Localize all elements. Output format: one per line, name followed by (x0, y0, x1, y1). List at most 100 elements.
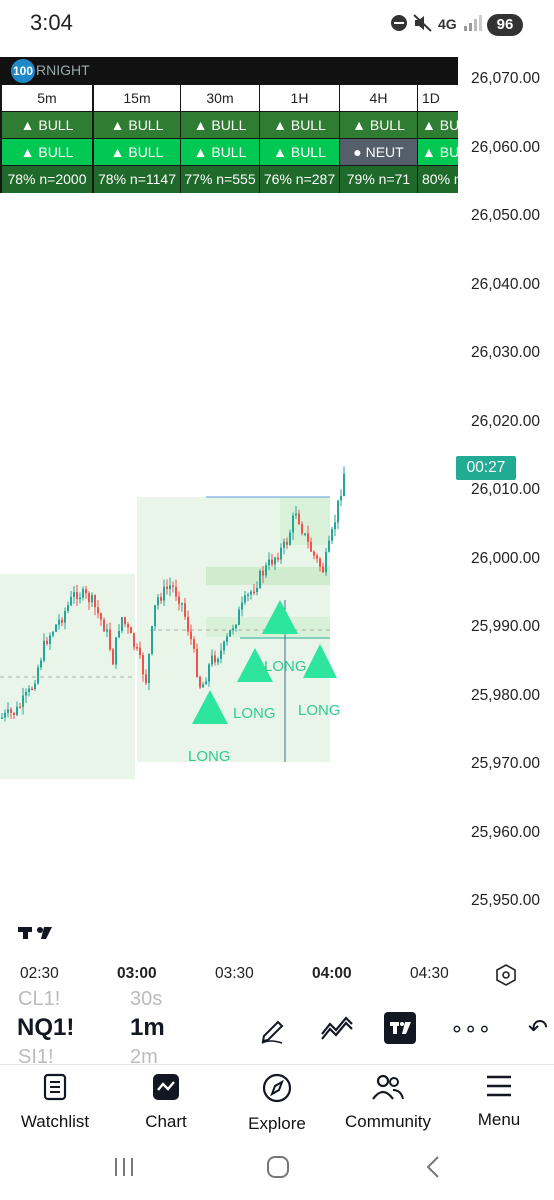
table-cell-row3-5m: 78% n=2000 (2, 166, 92, 193)
candle-body (70, 596, 72, 606)
table-cell-timeframes-15m: 15m (94, 85, 180, 111)
candle-body (238, 609, 240, 625)
indicators-icon[interactable] (320, 1014, 354, 1047)
long-label-4: LONG (298, 702, 341, 719)
candle-body (199, 676, 201, 688)
candle-body (301, 524, 303, 534)
candle-body (7, 709, 9, 713)
candle-body (4, 712, 6, 718)
undo-icon[interactable]: ↶ (528, 1015, 549, 1042)
candle-body (118, 630, 120, 638)
candle-body (43, 640, 45, 661)
candle-body (52, 631, 54, 636)
symbol-current: NQ1! (17, 1014, 75, 1041)
candle-body (100, 613, 102, 620)
price-label: 25,950.00 (471, 892, 540, 909)
candle-body (283, 541, 285, 548)
chart-toolbar: CL1! NQ1! SI1! 30s 1m 2m ∘∘∘ ↶ (0, 988, 554, 1068)
price-label: 25,960.00 (471, 823, 540, 841)
candle-body (208, 664, 210, 682)
battery-level: 96 (487, 14, 523, 36)
badge-count: 100 (11, 59, 35, 83)
candle-body (205, 681, 207, 685)
tradingview-button-icon[interactable] (384, 1012, 416, 1044)
chart-canvas[interactable]: LONG LONG LONG LONG (0, 52, 458, 932)
candle-body (67, 605, 69, 612)
table-cell-row2-1D: ▲ BULL (418, 139, 458, 165)
recents-icon[interactable] (112, 1156, 136, 1183)
candle-body (112, 649, 114, 665)
candle-body (148, 654, 150, 684)
supply-zone (280, 497, 330, 545)
candle-body (184, 603, 186, 617)
candle-body (193, 639, 195, 649)
candle-body (124, 617, 126, 625)
candle-body (190, 631, 192, 640)
candle-body (28, 688, 30, 693)
candle-body (268, 559, 270, 566)
table-cell-timeframes-1H: 1H (260, 85, 339, 111)
time-axis[interactable]: 02:30 03:00 03:30 04:00 04:30 (0, 957, 554, 993)
candle-body (292, 515, 294, 533)
candle-body (136, 647, 138, 649)
candle-body (337, 500, 339, 523)
candle-body (172, 585, 174, 587)
compass-icon (262, 1073, 292, 1103)
candle-body (22, 695, 24, 707)
candle-body (49, 635, 51, 644)
system-nav-bar (0, 1140, 554, 1200)
price-label: 26,020.00 (471, 412, 540, 430)
candle-body (298, 513, 300, 525)
candle-body (271, 559, 273, 565)
table-cell-row3-30m: 77% n=555 (181, 166, 259, 193)
candles (1, 466, 345, 722)
nav-explore[interactable]: Explore (222, 1073, 332, 1134)
long-label-3: LONG (264, 658, 307, 675)
signal-icon (462, 14, 484, 36)
candle-body (34, 683, 36, 690)
candle-body (340, 496, 342, 501)
candle-body (334, 522, 336, 530)
home-icon[interactable] (265, 1155, 291, 1184)
candle-body (40, 660, 42, 668)
back-icon[interactable] (424, 1155, 442, 1184)
candle-body (127, 624, 129, 628)
price-label: 26,040.00 (471, 275, 540, 293)
price-label: 26,010.00 (471, 481, 540, 498)
price-axis[interactable]: 26,070.00 26,060.00 26,050.00 26,040.00 26,0… (458, 52, 554, 932)
candle-body (103, 619, 105, 632)
candle-body (82, 589, 84, 598)
time-label: 04:00 (312, 965, 352, 982)
candle-body (73, 592, 75, 597)
mute-icon (413, 14, 433, 36)
candle-body (289, 532, 291, 545)
symbol-picker[interactable]: CL1! NQ1! SI1! (0, 988, 100, 1068)
candle-body (97, 607, 99, 614)
candle-body (130, 627, 132, 634)
long-signal-2 (237, 648, 273, 682)
candle-body (1, 717, 3, 719)
interval-picker[interactable]: 30s 1m 2m (120, 988, 200, 1068)
nav-community[interactable]: Community (333, 1073, 443, 1132)
candle-body (133, 633, 135, 648)
drawing-pen-icon[interactable] (258, 1014, 288, 1049)
candle-body (58, 619, 60, 625)
price-label: 26,030.00 (471, 344, 540, 361)
menu-icon (487, 1075, 511, 1097)
candle-body (25, 692, 27, 696)
nav-watchlist[interactable]: Watchlist (0, 1073, 110, 1132)
candle-body (235, 624, 237, 629)
candle-body (217, 658, 219, 663)
candle-body (232, 628, 234, 631)
tradingview-logo-icon (18, 925, 54, 939)
candle-body (151, 626, 153, 655)
nav-chart[interactable]: Chart (111, 1073, 221, 1132)
settings-hexagon-icon[interactable] (494, 963, 518, 992)
more-icon[interactable]: ∘∘∘ (450, 1016, 492, 1041)
candle-body (211, 655, 213, 665)
nav-menu[interactable]: Menu (444, 1073, 554, 1130)
candle-body (280, 547, 282, 560)
candlestick-chart[interactable]: LONG LONG LONG LONG (0, 52, 458, 932)
candle-body (274, 557, 276, 565)
network-type: 4G (438, 16, 457, 32)
